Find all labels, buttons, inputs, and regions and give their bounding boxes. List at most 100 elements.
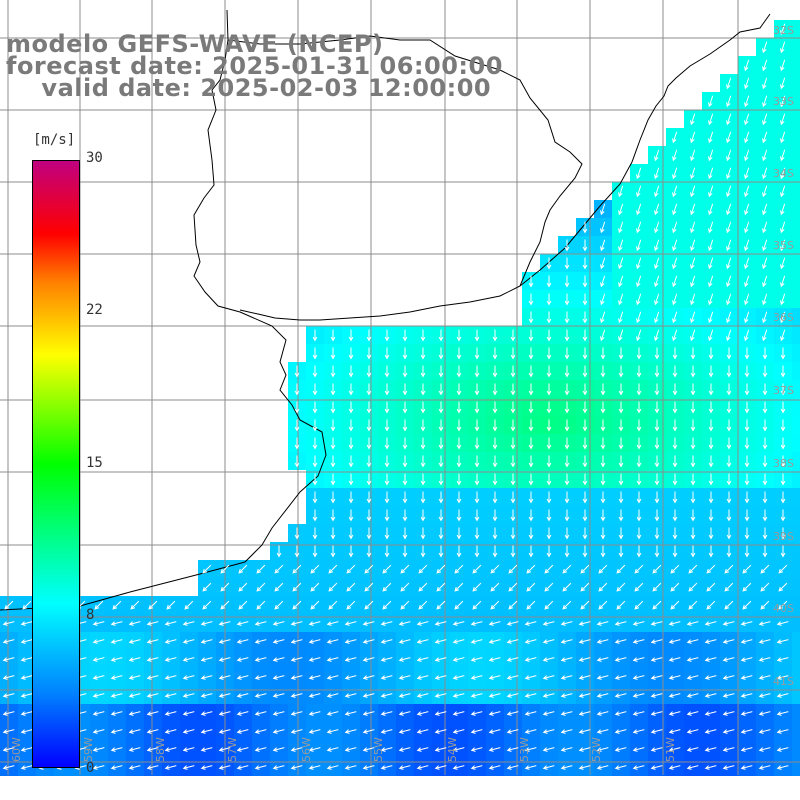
wind-arrow [380, 729, 393, 734]
wind-cell [792, 398, 800, 416]
wind-arrow [618, 365, 624, 378]
wind-arrow [146, 639, 159, 644]
wind-arrow [130, 600, 140, 610]
wind-arrow [366, 455, 372, 468]
wind-arrow [488, 711, 501, 716]
wind-arrow [546, 329, 552, 342]
wind-arrow [344, 747, 357, 752]
wind-arrow [704, 675, 717, 680]
wind-arrow [312, 401, 318, 414]
wind-arrow [402, 455, 408, 468]
wind-arrow [380, 693, 393, 698]
wind-arrow [200, 729, 213, 734]
wind-arrow [618, 221, 624, 234]
wind-arrow [542, 657, 555, 662]
wind-arrow [726, 167, 732, 180]
lon-label-59w: 59W [82, 737, 95, 762]
wind-arrow [636, 545, 642, 558]
wind-arrow [762, 509, 768, 522]
wind-arrow [366, 437, 372, 450]
wind-arrow [326, 621, 339, 626]
wind-arrow [672, 149, 678, 162]
wind-arrow [546, 527, 552, 540]
wind-arrow [312, 455, 318, 468]
wind-arrow [420, 383, 426, 396]
wind-arrow [672, 545, 678, 558]
wind-arrow [744, 275, 750, 288]
wind-arrow [348, 491, 354, 504]
wind-arrow [780, 23, 786, 36]
wind-arrow [600, 509, 606, 522]
wind-arrow [780, 149, 786, 162]
wind-arrow [366, 419, 372, 432]
wind-arrow [758, 621, 771, 626]
wind-arrow [708, 437, 714, 450]
wind-arrow [308, 621, 321, 626]
wind-arrow [146, 675, 159, 680]
wind-arrow [724, 582, 734, 592]
wind-arrow [582, 383, 588, 396]
wind-arrow [600, 455, 606, 468]
wind-arrow [510, 365, 516, 378]
wind-cell [792, 38, 800, 56]
wind-arrow [92, 747, 105, 752]
wind-arrow [542, 639, 555, 644]
wind-arrow [614, 657, 627, 662]
wind-arrow [564, 347, 570, 360]
wind-arrow [366, 329, 372, 342]
wind-arrow [740, 693, 753, 698]
wind-arrow [456, 527, 462, 540]
wind-arrow [344, 711, 357, 716]
wind-arrow [254, 621, 267, 626]
wind-arrow [776, 747, 789, 752]
wind-arrow [690, 491, 696, 504]
wind-arrow [456, 545, 462, 558]
wind-arrow [384, 329, 390, 342]
wind-arrow [564, 275, 570, 288]
wind-speed-field [0, 20, 800, 776]
wind-arrow [564, 527, 570, 540]
wind-arrow [438, 419, 444, 432]
wind-arrow [110, 711, 123, 716]
wind-arrow [668, 675, 681, 680]
wind-arrow [654, 311, 660, 324]
wind-arrow [726, 131, 732, 144]
wind-arrow [380, 639, 393, 644]
wind-arrow [672, 167, 678, 180]
wind-cell [792, 434, 800, 452]
wind-arrow [438, 491, 444, 504]
wind-arrow [528, 491, 534, 504]
wind-arrow [652, 600, 662, 610]
wind-arrow [312, 347, 318, 360]
wind-arrow [384, 455, 390, 468]
wind-arrow [364, 600, 374, 610]
wind-cell [792, 380, 800, 398]
wind-arrow [488, 747, 501, 752]
wind-arrow [778, 600, 788, 610]
wind-arrow [292, 582, 302, 592]
wind-arrow [292, 600, 302, 610]
wind-arrow [164, 675, 177, 680]
wind-arrow [384, 365, 390, 378]
wind-arrow [688, 564, 698, 574]
wind-arrow [740, 729, 753, 734]
wind-arrow [510, 383, 516, 396]
wind-arrow [690, 221, 696, 234]
wind-arrow [762, 365, 768, 378]
wind-arrow [474, 491, 480, 504]
wind-arrow [546, 419, 552, 432]
wind-arrow [618, 257, 624, 270]
wind-arrow [578, 747, 591, 752]
wind-arrow [290, 765, 303, 770]
wind-arrow [708, 239, 714, 252]
wind-arrow [312, 491, 318, 504]
wind-arrow [780, 113, 786, 126]
wind-cell [792, 344, 800, 362]
wind-arrow [524, 639, 537, 644]
wind-arrow [434, 729, 447, 734]
wind-arrow [670, 582, 680, 592]
wind-arrow [470, 765, 483, 770]
wind-arrow [348, 509, 354, 522]
wind-arrow [398, 729, 411, 734]
wind-arrow [542, 729, 555, 734]
